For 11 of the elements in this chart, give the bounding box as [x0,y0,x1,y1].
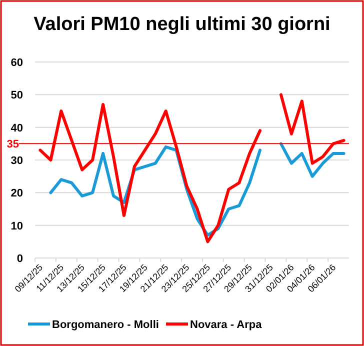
y-tick-label: 40 [10,122,23,134]
y-tick-label: 60 [10,57,23,69]
legend-label: Borgomanero - Molli [52,319,159,331]
chart-title: Valori PM10 negli ultimi 30 giorni [34,14,330,35]
legend-label: Novara - Arpa [190,319,263,331]
ref-line-label: 35 [6,138,19,151]
y-tick-label: 30 [10,155,23,167]
y-tick-label: 20 [10,188,23,200]
y-tick-label: 0 [16,253,23,265]
y-tick-label: 10 [10,220,23,232]
y-tick-label: 50 [10,90,23,102]
